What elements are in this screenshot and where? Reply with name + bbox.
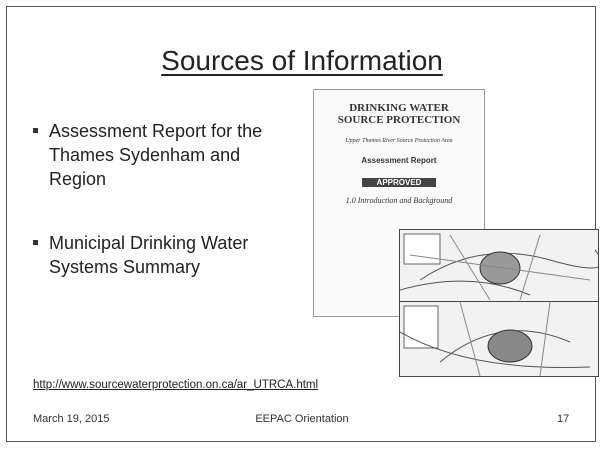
footer-center: EEPAC Orientation [7,413,597,425]
cover-text: SOURCE PROTECTION [314,114,484,126]
map [399,301,599,377]
page-number: 17 [557,413,569,425]
page: {"slide": { "title": "Sources of Informa… [0,0,605,449]
map [399,229,599,303]
bullet: Municipal Drinking Water Systems Summary [49,231,299,279]
slide-title: Sources of Information [7,45,597,77]
link[interactable]: http://www.sourcewaterprotection.on.ca/a… [33,379,318,391]
cover-text: 1.0 Introduction and Background [314,196,484,205]
slide: Sources of Information Assessment Report… [6,6,596,442]
cover-stamp: APPROVED [362,178,436,187]
cover-text: Assessment Report [314,156,484,165]
bullet: Assessment Report for the Thames Sydenha… [49,119,299,191]
cover-text: Upper Thames River Source Protection Are… [314,138,484,144]
cover-text: DRINKING WATER [314,102,484,114]
